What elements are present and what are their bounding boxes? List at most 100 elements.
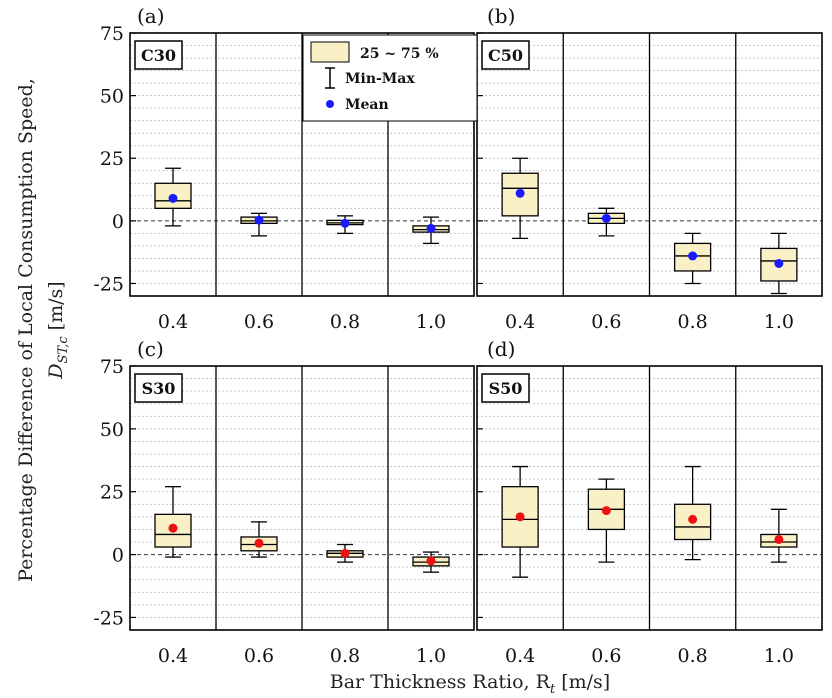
legend: 25 ~ 75 % Min-Max Mean bbox=[302, 34, 478, 122]
x-axis-label: Bar Thickness Ratio, Rt [m/s] bbox=[330, 671, 610, 697]
panel-tag: C50 bbox=[481, 40, 530, 70]
x-axis-label-main: Bar Thickness Ratio, R bbox=[330, 671, 551, 693]
box-0.4 bbox=[154, 167, 192, 227]
panel-tag-frame bbox=[481, 40, 530, 70]
x-axis-subscript: t bbox=[550, 682, 556, 697]
box-1.0 bbox=[412, 216, 450, 245]
x-tick-label: 0.6 bbox=[244, 311, 274, 333]
mean-marker bbox=[774, 534, 784, 544]
x-tick-label: 0.6 bbox=[591, 311, 621, 333]
panel-c30: 75 50 25 0 -25 0.4 0.6 0.8 1.0 (a) C30 bbox=[93, 4, 475, 333]
mean-marker bbox=[688, 251, 698, 261]
x-tick-label: 0.4 bbox=[158, 645, 188, 667]
panels-group: 75 50 25 0 -25 0.4 0.6 0.8 1.0 (a) C30 0.4 0.6 0.8 1.0… bbox=[93, 4, 823, 667]
y-tick-label: -25 bbox=[93, 607, 124, 629]
x-tick-label: 0.6 bbox=[591, 645, 621, 667]
y-axis-label-line2: DST,c [m/s] bbox=[45, 281, 71, 379]
mean-marker bbox=[688, 514, 698, 524]
panel-tag: C30 bbox=[134, 40, 183, 70]
y-tick-label: 50 bbox=[100, 419, 124, 441]
x-tick-label: 1.0 bbox=[416, 645, 446, 667]
box-0.4 bbox=[154, 486, 192, 558]
panel-tag-label: S30 bbox=[142, 379, 176, 398]
y-axis-unit: [m/s] bbox=[45, 281, 67, 336]
box-0.6 bbox=[587, 207, 626, 237]
y-tick-label: 50 bbox=[100, 86, 124, 108]
y-tick-label: 75 bbox=[100, 23, 124, 45]
panel-tag-label: C30 bbox=[141, 46, 176, 65]
mean-marker bbox=[515, 188, 525, 198]
box-1.0 bbox=[760, 508, 798, 563]
mean-marker bbox=[340, 218, 350, 228]
panel-tag: S50 bbox=[481, 373, 530, 403]
x-tick-label: 0.8 bbox=[678, 311, 708, 333]
y-axis-label: Percentage Difference of Local Consumpti… bbox=[15, 78, 71, 582]
box-0.8 bbox=[326, 215, 364, 235]
x-tick-label: 1.0 bbox=[764, 311, 794, 333]
box-0.6 bbox=[240, 521, 278, 558]
box-0.4 bbox=[501, 465, 539, 578]
legend-mean-label: Mean bbox=[345, 97, 389, 113]
y-axis-label-line1: Percentage Difference of Local Consumpti… bbox=[15, 78, 37, 582]
iqr-box bbox=[673, 242, 712, 272]
x-tick-label: 0.6 bbox=[244, 645, 274, 667]
legend-box-label: 25 ~ 75 % bbox=[360, 46, 439, 62]
panel-tag-frame bbox=[481, 373, 530, 403]
x-tick-label: 1.0 bbox=[416, 311, 446, 333]
panel-tag-label: C50 bbox=[488, 46, 523, 65]
x-tick-label: 0.8 bbox=[330, 645, 360, 667]
mean-marker bbox=[515, 512, 525, 522]
y-axis-symbol: D bbox=[45, 363, 67, 379]
x-tick-label: 1.0 bbox=[764, 645, 794, 667]
box-1.0 bbox=[760, 232, 798, 295]
panel-tag-label: S50 bbox=[489, 379, 523, 398]
y-tick-label: 75 bbox=[100, 356, 124, 378]
panel-letter: (a) bbox=[137, 4, 165, 28]
x-tick-label: 0.8 bbox=[678, 645, 708, 667]
panel-tag: S30 bbox=[134, 373, 183, 403]
mean-marker bbox=[168, 193, 178, 203]
panel-letter: (b) bbox=[487, 4, 515, 28]
y-tick-label: 25 bbox=[100, 148, 124, 170]
box-0.4 bbox=[501, 157, 539, 240]
panel-frame bbox=[129, 32, 475, 297]
mean-marker bbox=[254, 215, 264, 225]
mean-marker bbox=[168, 523, 178, 533]
panel-tag-frame bbox=[134, 373, 183, 403]
x-tick-label: 0.8 bbox=[330, 311, 360, 333]
panel-frame bbox=[129, 365, 475, 631]
legend-whisker-label: Min-Max bbox=[345, 71, 415, 87]
panel-s50: 0.4 0.6 0.8 1.0 (d) S50 bbox=[476, 337, 823, 667]
panel-s30: 75 50 25 0 -25 0.4 0.6 0.8 1.0 (c) S30 bbox=[93, 337, 475, 667]
panel-tag-frame bbox=[134, 40, 183, 70]
box-0.8 bbox=[673, 465, 712, 561]
y-tick-label: -25 bbox=[93, 273, 124, 295]
y-axis-subscript: ST,c bbox=[56, 336, 71, 364]
y-tick-label: 25 bbox=[100, 482, 124, 504]
x-tick-label: 0.4 bbox=[505, 311, 535, 333]
mean-marker bbox=[774, 258, 784, 268]
mean-marker bbox=[254, 538, 264, 548]
mean-marker bbox=[426, 556, 436, 566]
x-tick-label: 0.4 bbox=[158, 311, 188, 333]
mean-marker bbox=[340, 548, 350, 558]
box-1.0 bbox=[412, 551, 450, 573]
box-0.8 bbox=[326, 543, 364, 563]
mean-marker bbox=[601, 213, 611, 223]
box-0.6 bbox=[240, 212, 278, 237]
y-tick-label: 0 bbox=[112, 545, 124, 567]
panel-frame bbox=[476, 365, 823, 631]
box-0.8 bbox=[673, 232, 712, 285]
mean-marker bbox=[426, 223, 436, 233]
x-axis-unit: [m/s] bbox=[555, 671, 610, 693]
y-tick-label: 0 bbox=[112, 211, 124, 233]
legend-box-swatch bbox=[310, 41, 350, 63]
panel-frame bbox=[476, 32, 823, 297]
box-0.6 bbox=[587, 478, 626, 563]
panel-letter: (c) bbox=[137, 337, 164, 361]
panel-c50: 0.4 0.6 0.8 1.0 (b) C50 bbox=[476, 4, 823, 333]
legend-mean-marker bbox=[326, 100, 334, 108]
x-tick-label: 0.4 bbox=[505, 645, 535, 667]
panel-letter: (d) bbox=[487, 337, 515, 361]
